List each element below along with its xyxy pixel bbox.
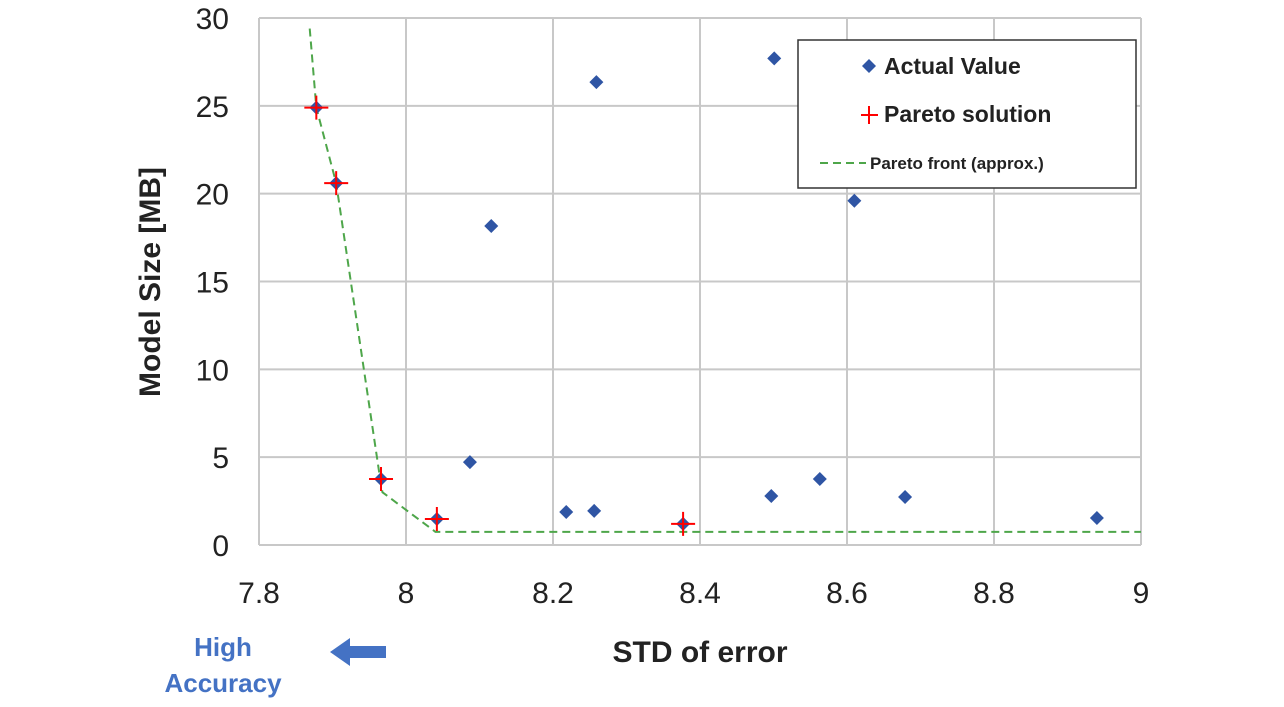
y-tick-label: 20 [196,179,229,212]
pareto-solution-point [324,171,349,196]
pareto-solution-point [424,507,449,532]
actual-value-point [847,193,862,208]
legend-label-front: Pareto front (approx.) [870,154,1044,173]
legend: Actual Value Pareto solution Pareto fron… [797,39,1137,189]
pareto-solution-point [369,466,394,491]
legend-diamond-icon [862,59,876,73]
legend-label-pareto: Pareto solution [884,101,1051,127]
pareto-solution-point [671,511,696,536]
actual-value-point [589,75,604,90]
x-tick-label: 8.2 [532,577,574,610]
actual-value-point [898,490,913,505]
actual-value-point [812,471,827,486]
actual-value-point [764,488,779,503]
y-tick-label: 25 [196,91,229,124]
y-tick-label: 0 [212,530,229,563]
annotation-accuracy: Accuracy [164,668,282,698]
y-axis-label: Model Size [MB] [134,167,167,397]
left-arrow-icon [330,638,386,666]
data-marks [304,28,1141,536]
x-tick-label: 7.8 [238,577,280,610]
x-axis-label: STD of error [612,636,787,669]
x-tick-label: 8.4 [679,577,721,610]
x-tick-label: 8 [398,577,415,610]
actual-value-point [484,218,499,233]
actual-value-point [767,51,782,66]
x-tick-label: 9 [1133,577,1150,610]
legend-plus-icon [861,106,878,124]
x-tick-labels: 7.8 8 8.2 8.4 8.6 8.8 9 [238,577,1149,610]
actual-value-point [559,504,574,519]
y-tick-label: 15 [196,267,229,300]
actual-value-point [1089,510,1104,525]
annotation-high: High [194,632,252,662]
y-tick-label: 10 [196,354,229,387]
x-tick-label: 8.6 [826,577,868,610]
x-tick-label: 8.8 [973,577,1015,610]
actual-value-point [587,503,602,518]
actual-value-point [462,455,477,470]
legend-label-actual: Actual Value [884,53,1021,79]
y-tick-label: 5 [212,442,229,475]
y-tick-labels: 0 5 10 15 20 25 30 [196,3,229,563]
legend-box [797,39,1137,189]
y-tick-label: 30 [196,3,229,36]
pareto-solution-point [304,95,329,120]
